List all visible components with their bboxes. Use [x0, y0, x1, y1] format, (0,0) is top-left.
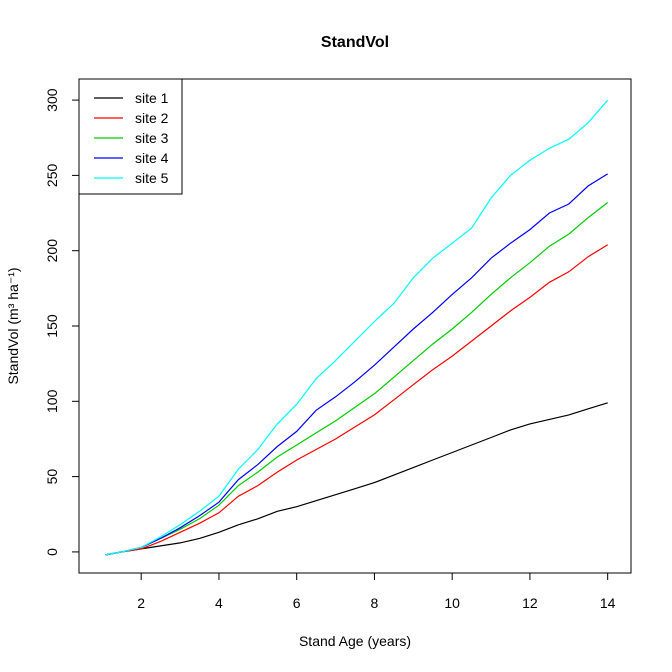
- x-tick-label: 4: [215, 595, 223, 611]
- legend-label: site 4: [135, 150, 169, 166]
- series-line-site-4: [105, 173, 609, 556]
- y-tick-label: 300: [44, 88, 60, 112]
- y-axis-label: StandVol (m³ ha⁻¹): [5, 267, 21, 384]
- x-tick-label: 6: [293, 595, 301, 611]
- series-line-site-5: [105, 99, 609, 556]
- y-tick-label: 200: [44, 239, 60, 263]
- x-axis: 2 4 6 8 10 12 14: [137, 572, 616, 611]
- y-tick-label: 50: [44, 469, 60, 485]
- legend-label: site 5: [135, 170, 169, 186]
- plot-lines: [105, 99, 609, 556]
- y-tick-label: 100: [44, 389, 60, 413]
- x-tick-label: 2: [137, 595, 145, 611]
- y-tick-label: 0: [44, 548, 60, 556]
- y-tick-label: 250: [44, 163, 60, 187]
- chart-title: StandVol: [321, 34, 389, 51]
- legend-label: site 1: [135, 90, 169, 106]
- series-line-site-2: [105, 244, 609, 556]
- x-axis-label: Stand Age (years): [299, 633, 411, 649]
- legend-box: [78, 78, 183, 195]
- y-axis: 0 50 100 150 200 250 300: [44, 88, 80, 556]
- y-tick-label: 150: [44, 314, 60, 338]
- legend-label: site 2: [135, 110, 169, 126]
- series-line-site-3: [105, 202, 609, 556]
- x-tick-label: 8: [371, 595, 379, 611]
- x-tick-label: 12: [522, 595, 538, 611]
- legend-label: site 3: [135, 130, 169, 146]
- x-tick-label: 14: [600, 595, 616, 611]
- x-tick-label: 10: [444, 595, 460, 611]
- series-line-site-1: [105, 402, 608, 556]
- legend: site 1 site 2 site 3 site 4 site 5: [78, 78, 183, 195]
